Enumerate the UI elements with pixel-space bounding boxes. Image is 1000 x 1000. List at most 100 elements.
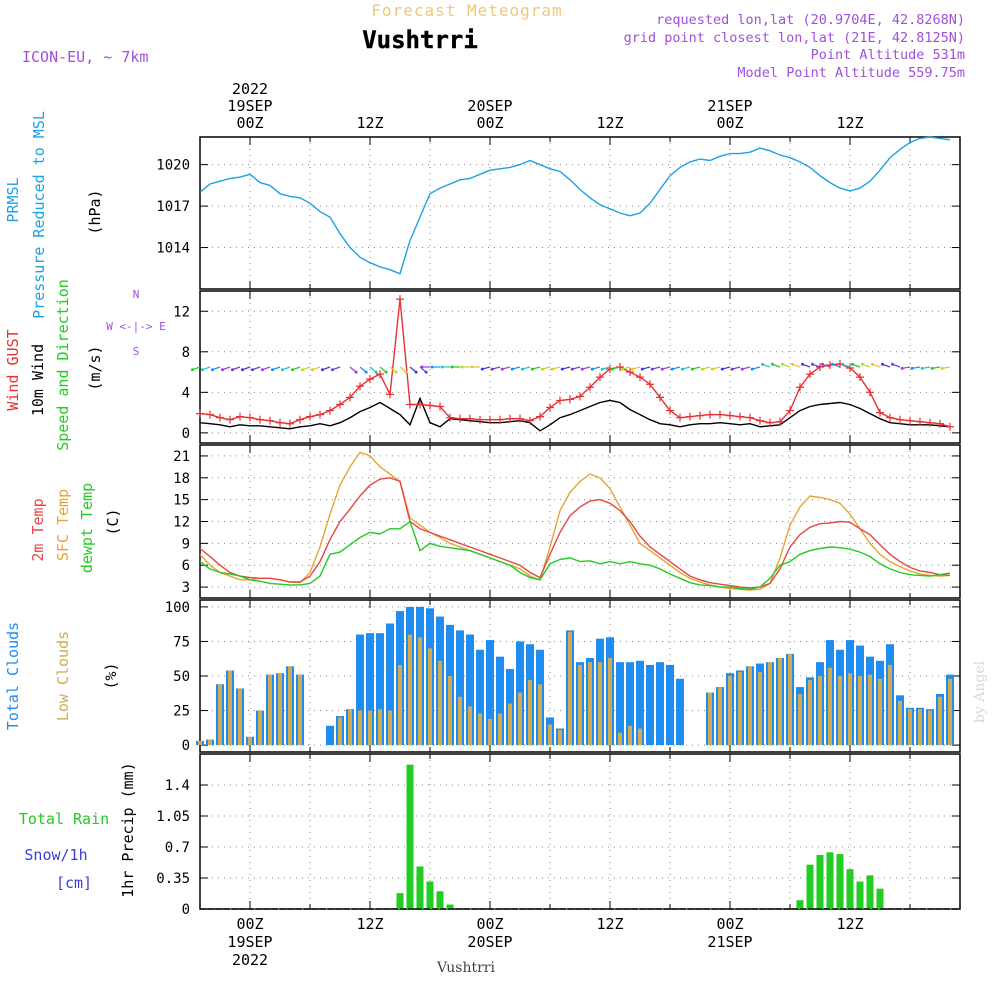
dewpoint-line bbox=[199, 520, 951, 591]
top-time-label: 12Z bbox=[356, 114, 383, 132]
low-cloud-bar bbox=[598, 662, 602, 746]
panel-pressure: 1014 1017 1020 bbox=[156, 136, 961, 290]
total-cloud-bar bbox=[666, 664, 674, 746]
clouds-ytick-label: 0 bbox=[182, 738, 190, 754]
total-cloud-bar bbox=[496, 656, 504, 746]
top-time-label: 2022 bbox=[232, 80, 268, 98]
gust-marker bbox=[246, 413, 254, 422]
low-cloud-bar bbox=[868, 674, 872, 746]
gust-marker bbox=[856, 373, 864, 382]
low-cloud-bar bbox=[198, 740, 202, 746]
low-cloud-bar bbox=[488, 718, 492, 746]
wind-ytick-label: 4 bbox=[182, 385, 190, 401]
wind-arrow-head bbox=[470, 365, 474, 369]
gust-marker bbox=[356, 382, 364, 391]
wind-arrow-head bbox=[450, 365, 454, 369]
chart-title: Forecast Meteogram bbox=[371, 1, 562, 20]
rain-bar bbox=[836, 854, 844, 909]
clouds-ytick-label: 25 bbox=[173, 704, 190, 720]
low-cloud-bar bbox=[918, 709, 922, 746]
gust-marker bbox=[396, 295, 404, 304]
compass-rose: N W <-|-> E S bbox=[106, 288, 166, 358]
wind-arrow-head bbox=[530, 367, 534, 371]
low-cloud-bar bbox=[618, 732, 622, 746]
wind-arrow-head bbox=[810, 362, 814, 366]
low-cloud-bar bbox=[638, 728, 642, 746]
low-cloud-bar bbox=[508, 703, 512, 746]
wind-arrow-head bbox=[560, 367, 564, 371]
wind-ytick-label: 8 bbox=[182, 345, 190, 361]
wind-arrow-head bbox=[750, 367, 754, 371]
wind-arrow-head bbox=[520, 367, 524, 371]
wind-unit: (m/s) bbox=[86, 345, 104, 390]
wind-arrow-head bbox=[780, 362, 784, 366]
pressure-label-long: Pressure Reduced to MSL bbox=[30, 111, 48, 319]
low-cloud-bar bbox=[888, 664, 892, 746]
gust-marker bbox=[346, 393, 354, 402]
t2m-line bbox=[199, 477, 951, 589]
requested-coordinates: requested lon,lat (20.9704E, 42.8268N) bbox=[656, 12, 965, 28]
low-cloud-bar bbox=[938, 696, 942, 746]
total-cloud-bar bbox=[616, 662, 624, 746]
bottom-time-label: 20SEP bbox=[467, 933, 512, 951]
wind-arrow-head bbox=[490, 367, 494, 371]
compass-north: N bbox=[133, 288, 140, 301]
wind-arrow-head bbox=[800, 362, 804, 366]
gust-marker bbox=[636, 373, 644, 382]
gust-marker bbox=[196, 409, 204, 418]
low-cloud-bar bbox=[348, 709, 352, 746]
gust-marker bbox=[536, 412, 544, 421]
wind-arrow-head bbox=[690, 367, 694, 371]
wind-arrow-head bbox=[870, 362, 874, 366]
dewpoint-label: dewpt Temp bbox=[78, 483, 96, 573]
gust-marker bbox=[496, 415, 504, 424]
wind-arrow-head bbox=[510, 367, 514, 371]
top-time-label: 21SEP bbox=[707, 97, 752, 115]
top-time-label: 00Z bbox=[476, 114, 503, 132]
gust-marker bbox=[896, 415, 904, 424]
wind-arrow-head bbox=[550, 367, 554, 371]
gust-marker bbox=[686, 412, 694, 421]
gust-marker bbox=[946, 422, 954, 431]
wind-label: 10m Wind bbox=[29, 344, 47, 416]
wind-ytick-label: 12 bbox=[173, 304, 190, 320]
wind-arrow-head bbox=[424, 370, 428, 374]
wind-arrow-head bbox=[860, 362, 864, 366]
panel-wind: 0 4 8 12 N W <-|-> E S bbox=[106, 288, 961, 444]
low-cloud-bar bbox=[258, 710, 262, 746]
pressure-ytick-label: 1017 bbox=[156, 199, 190, 215]
rain-label: Total Rain bbox=[19, 810, 109, 828]
wind-arrow-head bbox=[260, 368, 264, 372]
gust-marker bbox=[336, 400, 344, 409]
total-cloud-bar bbox=[626, 662, 634, 746]
gust-marker bbox=[576, 392, 584, 401]
wind-arrow-head bbox=[710, 367, 714, 371]
low-cloud-bar bbox=[288, 666, 292, 746]
wind-arrow-head bbox=[364, 370, 368, 374]
precip-unit: 1hr Precip (mm) bbox=[119, 762, 137, 897]
gust-marker bbox=[876, 408, 884, 417]
low-cloud-bar bbox=[848, 673, 852, 746]
rain-ytick-label: 1.4 bbox=[165, 778, 190, 794]
gust-marker bbox=[796, 383, 804, 392]
pressure-ytick-label: 1014 bbox=[156, 241, 190, 257]
top-time-label: 19SEP bbox=[227, 97, 272, 115]
wind-arrow-head bbox=[940, 366, 944, 370]
wind-arrow-head bbox=[210, 368, 214, 372]
gust-marker bbox=[466, 414, 474, 423]
gust-marker bbox=[866, 388, 874, 397]
gust-marker bbox=[706, 410, 714, 419]
gust-marker bbox=[736, 412, 744, 421]
wind-arrow-head bbox=[610, 367, 614, 371]
rain-bar bbox=[866, 875, 874, 909]
wind-arrow-head bbox=[880, 362, 884, 366]
gust-marker bbox=[486, 415, 494, 424]
snow-label: Snow/1h bbox=[24, 846, 87, 864]
low-cloud-bar bbox=[338, 717, 342, 746]
wind-arrow-head bbox=[300, 368, 304, 372]
gust-marker bbox=[906, 416, 914, 425]
low-cloud-bar bbox=[408, 634, 412, 746]
gust-marker bbox=[746, 413, 754, 422]
low-cloud-bar bbox=[718, 687, 722, 746]
top-time-label: 20SEP bbox=[467, 97, 512, 115]
